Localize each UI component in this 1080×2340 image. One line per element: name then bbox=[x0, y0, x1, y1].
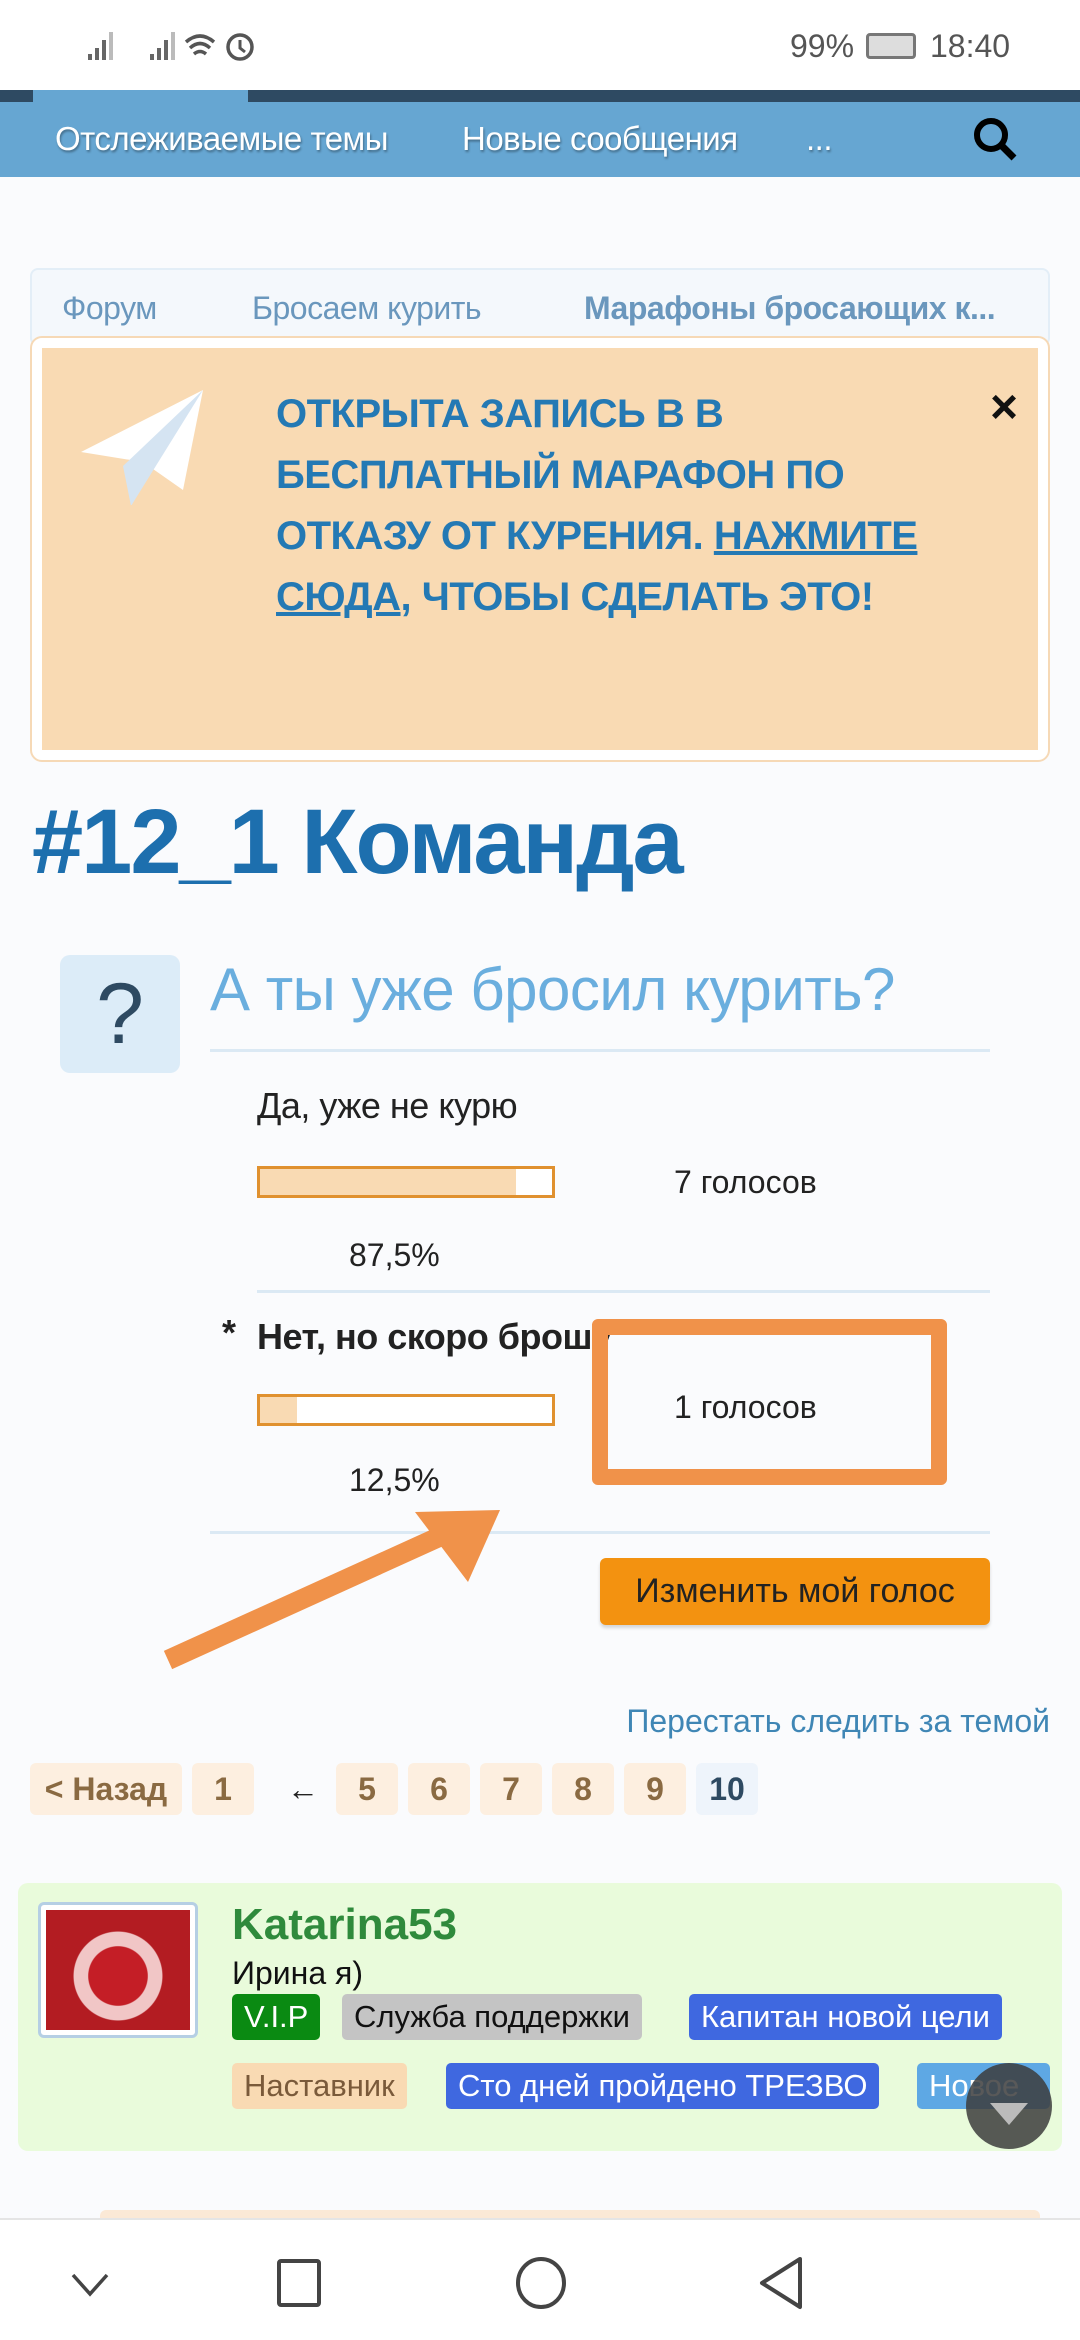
breadcrumb-quit-smoking[interactable]: Бросаем курить bbox=[252, 290, 482, 326]
highlight-rectangle bbox=[592, 1319, 947, 1485]
badge-support: Служба поддержки bbox=[342, 1994, 642, 2040]
poll-question: А ты уже бросил курить? bbox=[210, 956, 895, 1023]
poll-percent: 87,5% bbox=[349, 1237, 440, 1273]
scroll-down-button[interactable] bbox=[966, 2063, 1052, 2149]
chevron-down-icon[interactable] bbox=[70, 2270, 110, 2300]
top-nav: Отслеживаемые темы Новые сообщения ... bbox=[0, 102, 1080, 177]
pagination-prev[interactable]: < Назад bbox=[30, 1763, 182, 1815]
breadcrumb: Форум Бросаем курить Марафоны бросающих … bbox=[30, 268, 1050, 346]
poll-votes: 7 голосов bbox=[674, 1164, 817, 1200]
change-vote-button[interactable]: Изменить мой голос bbox=[600, 1558, 990, 1625]
nav-strip bbox=[0, 90, 1080, 102]
arrow-down-icon bbox=[990, 2103, 1028, 2125]
status-bar: 99% 18:40 bbox=[0, 0, 1080, 90]
badge-vip: V.I.P bbox=[232, 1994, 321, 2040]
poll-option-voted-marker: * bbox=[222, 1312, 236, 1353]
poll-option-label: Да, уже не курю bbox=[257, 1085, 518, 1126]
back-icon[interactable] bbox=[756, 2256, 806, 2310]
home-icon[interactable] bbox=[514, 2256, 568, 2310]
divider bbox=[210, 1531, 990, 1534]
page-jump-arrow[interactable]: ← bbox=[287, 1771, 319, 1807]
poll-option-label: Нет, но скоро брошу bbox=[257, 1316, 612, 1357]
page-1[interactable]: 1 bbox=[192, 1763, 254, 1815]
breadcrumb-forum[interactable]: Форум bbox=[62, 290, 157, 326]
banner-link[interactable]: НАЖМИТЕ СЮДА bbox=[276, 514, 918, 619]
divider bbox=[257, 1290, 990, 1293]
username[interactable]: Katarina53 bbox=[232, 1900, 458, 1949]
system-nav-bar bbox=[0, 2218, 1080, 2340]
page-5[interactable]: 5 bbox=[336, 1763, 398, 1815]
poll-votes: 1 голосов bbox=[674, 1389, 817, 1425]
badge-captain: Капитан новой цели bbox=[689, 1994, 1002, 2040]
question-icon: ? bbox=[60, 955, 180, 1073]
badge-mentor: Наставник bbox=[232, 2063, 407, 2109]
poll-bar bbox=[257, 1394, 555, 1426]
marathon-banner: ОТКРЫТА ЗАПИСЬ В В БЕСПЛАТНЫЙ МАРАФОН ПО… bbox=[30, 336, 1050, 762]
next-post-edge bbox=[100, 2210, 1040, 2220]
close-icon[interactable]: × bbox=[989, 381, 1018, 434]
battery-percent: 99% bbox=[790, 28, 855, 64]
arrow-annotation bbox=[163, 1510, 500, 1670]
divider bbox=[210, 1049, 990, 1052]
unfollow-thread-link[interactable]: Перестать следить за темой bbox=[626, 1703, 1050, 1739]
page-7[interactable]: 7 bbox=[480, 1763, 542, 1815]
page-6[interactable]: 6 bbox=[408, 1763, 470, 1815]
page-9[interactable]: 9 bbox=[624, 1763, 686, 1815]
page-8[interactable]: 8 bbox=[552, 1763, 614, 1815]
recents-icon[interactable] bbox=[276, 2258, 324, 2308]
page-10-current[interactable]: 10 bbox=[696, 1763, 758, 1815]
poll-bar bbox=[257, 1166, 555, 1198]
banner-text: ОТКРЫТА ЗАПИСЬ В В БЕСПЛАТНЫЙ МАРАФОН ПО… bbox=[276, 392, 918, 619]
poll-percent: 12,5% bbox=[349, 1462, 440, 1498]
page-title: #12_1 Команда bbox=[32, 791, 684, 893]
nav-watched-threads[interactable]: Отслеживаемые темы bbox=[55, 120, 388, 157]
telegram-plane-icon bbox=[81, 390, 203, 505]
battery-icon bbox=[866, 33, 916, 59]
signal-icons bbox=[88, 32, 254, 61]
nav-new-posts[interactable]: Новые сообщения bbox=[462, 120, 738, 157]
clock: 18:40 bbox=[930, 28, 1011, 64]
breadcrumb-marathons[interactable]: Марафоны бросающих к... bbox=[584, 290, 996, 326]
nav-more[interactable]: ... bbox=[806, 120, 833, 157]
search-icon[interactable] bbox=[972, 116, 1018, 162]
user-title: Ирина я) bbox=[232, 1955, 364, 1991]
badge-100-days: Сто дней пройдено ТРЕЗВО bbox=[446, 2063, 880, 2109]
avatar[interactable] bbox=[38, 1902, 198, 2038]
